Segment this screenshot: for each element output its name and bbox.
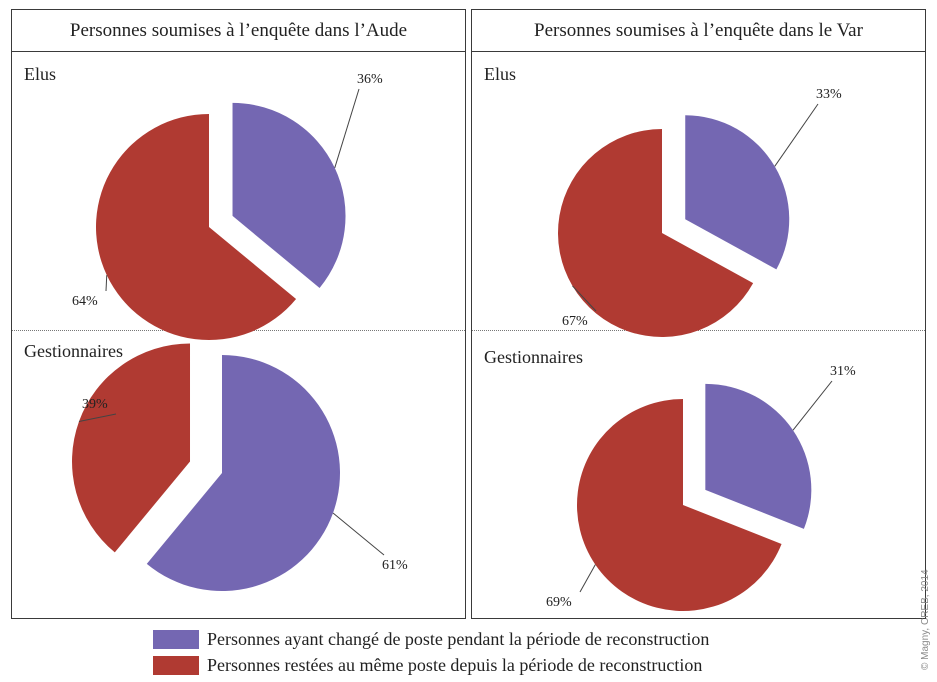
data-label-changed: 36% xyxy=(357,72,383,87)
pie-slice-stayed xyxy=(558,129,754,337)
leader-line-changed xyxy=(774,103,819,167)
panel-title-var: Personnes soumises à l’enquête dans le V… xyxy=(472,10,925,52)
section-label-gestionnaires: Gestionnaires xyxy=(484,347,583,367)
legend-swatch-stayed xyxy=(153,655,199,675)
panel-var: Personnes soumises à l’enquête dans le V… xyxy=(471,9,926,619)
data-label-stayed: 39% xyxy=(82,397,108,412)
legend-swatch-changed xyxy=(153,629,199,649)
pie-area-var: Elus 33% 67% Gestionnaires 31% 69% xyxy=(484,64,856,611)
data-label-stayed: 67% xyxy=(562,314,588,329)
side-credit: © Magny, CREB, 2014 xyxy=(920,569,931,670)
section-label-gestionnaires: Gestionnaires xyxy=(24,341,123,361)
legend-label-stayed: Personnes restées au même poste depuis l… xyxy=(207,654,703,675)
leader-line-changed xyxy=(792,380,833,431)
data-label-stayed: 64% xyxy=(72,294,98,309)
legend: Personnes ayant changé de poste pendant … xyxy=(153,626,709,678)
panel-title-aude: Personnes soumises à l’enquête dans l’Au… xyxy=(12,10,465,52)
leader-line-stayed xyxy=(579,564,596,593)
pie-slice-stayed xyxy=(577,399,782,611)
data-label-changed: 31% xyxy=(830,364,856,379)
data-label-changed: 33% xyxy=(816,87,842,102)
pie-slice-stayed xyxy=(95,114,297,340)
pie-slice-changed xyxy=(146,355,340,591)
section-label-elus: Elus xyxy=(24,64,56,84)
pie-slice-changed xyxy=(232,102,346,288)
section-divider xyxy=(472,330,925,331)
leader-line-stayed xyxy=(78,413,117,423)
legend-item-stayed: Personnes restées au même poste depuis l… xyxy=(153,652,709,678)
pie-slice-changed xyxy=(685,115,790,270)
legend-item-changed: Personnes ayant changé de poste pendant … xyxy=(153,626,709,652)
leader-line-changed xyxy=(334,88,360,168)
data-label-stayed: 69% xyxy=(546,595,572,610)
side-credit-text: © Magny, CREB, 2014 xyxy=(920,569,931,670)
legend-label-changed: Personnes ayant changé de poste pendant … xyxy=(207,628,710,649)
leader-line-stayed xyxy=(105,275,108,292)
pie-slice-changed xyxy=(705,383,812,529)
pie-area-aude: Elus 36% 64% Gestionnaires 61% 39% xyxy=(24,64,408,591)
panel-aude: Personnes soumises à l’enquête dans l’Au… xyxy=(11,9,466,619)
section-label-elus: Elus xyxy=(484,64,516,84)
data-label-changed: 61% xyxy=(382,558,408,573)
leader-line-changed xyxy=(332,512,385,556)
leader-line-stayed xyxy=(572,285,597,312)
pie-slice-stayed xyxy=(72,343,191,553)
